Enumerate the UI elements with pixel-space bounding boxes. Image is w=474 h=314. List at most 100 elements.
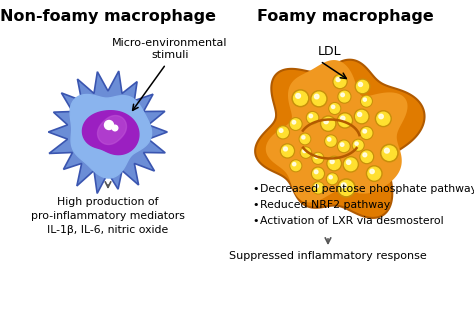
Circle shape	[331, 105, 335, 108]
Circle shape	[301, 147, 311, 158]
Text: Reduced NRF2 pathway: Reduced NRF2 pathway	[260, 200, 390, 210]
Circle shape	[292, 121, 296, 124]
Circle shape	[104, 121, 113, 129]
Circle shape	[314, 170, 318, 174]
Circle shape	[324, 119, 328, 124]
Circle shape	[328, 158, 340, 170]
Circle shape	[283, 147, 287, 151]
Polygon shape	[98, 116, 127, 144]
Circle shape	[314, 94, 319, 99]
Circle shape	[341, 116, 345, 121]
Circle shape	[315, 185, 319, 188]
Circle shape	[276, 126, 290, 139]
Text: •: •	[252, 200, 258, 210]
Circle shape	[358, 82, 363, 86]
Circle shape	[292, 163, 296, 166]
Circle shape	[320, 116, 336, 131]
Circle shape	[282, 145, 293, 157]
Circle shape	[311, 167, 324, 180]
Circle shape	[355, 142, 358, 145]
Circle shape	[329, 176, 332, 179]
Circle shape	[299, 133, 310, 145]
Circle shape	[368, 167, 381, 180]
Circle shape	[360, 150, 374, 164]
Circle shape	[315, 155, 318, 158]
Text: Micro-environmental
stimuli: Micro-environmental stimuli	[112, 38, 228, 60]
Circle shape	[382, 146, 396, 160]
Circle shape	[279, 129, 283, 132]
Circle shape	[302, 136, 305, 139]
Circle shape	[303, 149, 306, 153]
Circle shape	[338, 90, 351, 103]
Circle shape	[357, 112, 362, 116]
Circle shape	[363, 129, 366, 133]
Circle shape	[375, 111, 391, 127]
Circle shape	[313, 154, 323, 163]
Circle shape	[366, 166, 382, 181]
Circle shape	[112, 125, 118, 131]
Circle shape	[356, 80, 368, 92]
Text: Activation of LXR via desmosterol: Activation of LXR via desmosterol	[260, 216, 444, 226]
Circle shape	[312, 182, 324, 194]
Circle shape	[312, 92, 326, 106]
Circle shape	[341, 183, 346, 188]
Circle shape	[356, 111, 368, 122]
Circle shape	[363, 153, 367, 157]
Circle shape	[313, 168, 323, 179]
Polygon shape	[255, 60, 425, 218]
Circle shape	[292, 90, 309, 107]
Circle shape	[346, 160, 351, 164]
Text: Foamy macrophage: Foamy macrophage	[256, 9, 433, 24]
Circle shape	[341, 93, 345, 97]
Text: LDL: LDL	[318, 45, 342, 58]
Circle shape	[293, 91, 307, 105]
Circle shape	[340, 143, 344, 146]
Circle shape	[336, 78, 340, 82]
Circle shape	[339, 181, 354, 195]
Polygon shape	[82, 111, 139, 154]
Circle shape	[361, 95, 372, 107]
Circle shape	[354, 140, 363, 150]
Circle shape	[313, 183, 323, 193]
Circle shape	[290, 118, 302, 130]
Circle shape	[337, 140, 350, 153]
Circle shape	[301, 148, 310, 157]
Circle shape	[361, 151, 373, 162]
Text: •: •	[252, 184, 258, 194]
Circle shape	[384, 148, 389, 153]
Circle shape	[311, 91, 327, 107]
Text: High production of
pro-inflammatory mediators
IL-1β, IL-6, nitric oxide: High production of pro-inflammatory medi…	[31, 197, 185, 235]
Polygon shape	[48, 71, 167, 193]
Circle shape	[343, 157, 358, 172]
Text: Decreased pentose phosphate pathway: Decreased pentose phosphate pathway	[260, 184, 474, 194]
Circle shape	[355, 79, 370, 94]
Circle shape	[328, 138, 331, 141]
Circle shape	[363, 98, 366, 101]
Text: Non-foamy macrophage: Non-foamy macrophage	[0, 9, 216, 24]
Circle shape	[370, 169, 374, 174]
Circle shape	[362, 96, 371, 106]
Circle shape	[327, 156, 341, 171]
Circle shape	[278, 127, 288, 138]
Circle shape	[339, 114, 351, 127]
Circle shape	[381, 144, 398, 162]
Circle shape	[291, 161, 301, 171]
Circle shape	[360, 127, 373, 139]
Circle shape	[330, 104, 339, 113]
Circle shape	[329, 103, 341, 114]
Circle shape	[322, 117, 335, 130]
Circle shape	[339, 91, 350, 102]
Circle shape	[379, 114, 383, 119]
Circle shape	[312, 153, 324, 164]
Circle shape	[326, 136, 336, 146]
Circle shape	[377, 112, 390, 125]
Circle shape	[333, 74, 347, 89]
Circle shape	[330, 160, 334, 164]
Circle shape	[327, 173, 338, 185]
Circle shape	[352, 139, 364, 151]
Polygon shape	[70, 95, 152, 178]
Circle shape	[291, 119, 301, 129]
Circle shape	[345, 158, 357, 171]
Circle shape	[361, 128, 372, 138]
Circle shape	[301, 134, 310, 143]
